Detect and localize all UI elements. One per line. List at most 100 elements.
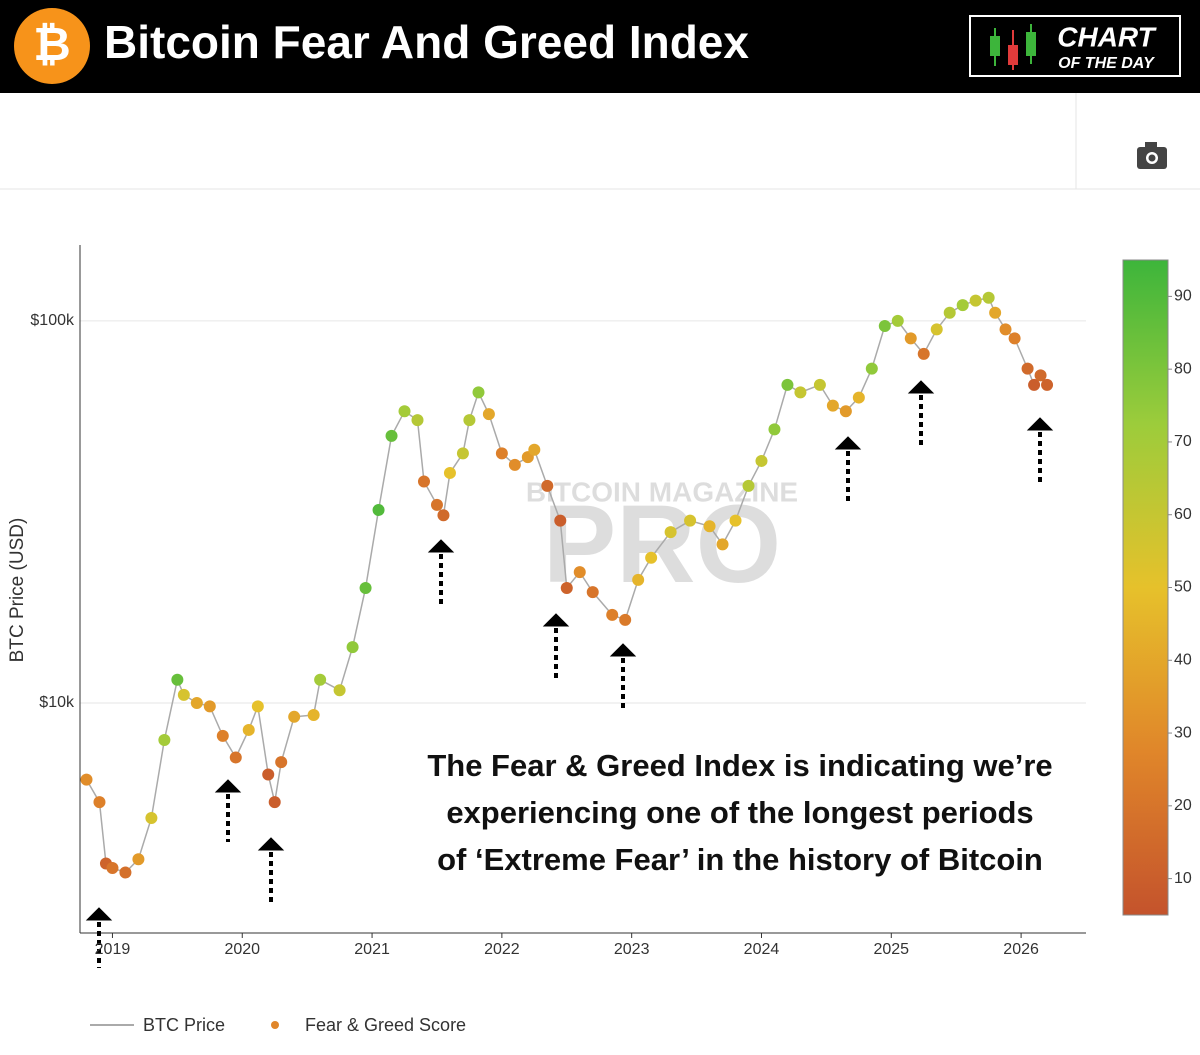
- annotation-line: experiencing one of the longest periods: [446, 795, 1033, 830]
- score-point: [645, 551, 658, 564]
- score-point: [826, 399, 839, 412]
- score-point: [794, 386, 807, 399]
- score-point: [684, 514, 697, 527]
- score-point: [106, 861, 119, 874]
- x-tick-label: 2023: [614, 941, 650, 958]
- score-point: [664, 526, 677, 539]
- x-tick-label: 2019: [95, 941, 131, 958]
- score-point: [852, 391, 865, 404]
- score-point: [119, 866, 132, 879]
- score-point: [891, 314, 904, 327]
- score-point: [632, 573, 645, 586]
- score-point: [417, 475, 430, 488]
- score-point: [813, 378, 826, 391]
- score-point: [904, 332, 917, 345]
- score-point: [768, 423, 781, 436]
- score-point: [619, 613, 632, 626]
- score-point: [268, 796, 281, 809]
- annotation: The Fear & Greed Index is indicating we’…: [427, 748, 1052, 877]
- score-point: [398, 405, 411, 418]
- score-point: [999, 323, 1012, 336]
- score-point: [456, 447, 469, 460]
- score-point: [333, 684, 346, 697]
- score-point: [385, 429, 398, 442]
- colorbar-tick-label: 70: [1174, 433, 1192, 450]
- score-point: [573, 566, 586, 579]
- score-point: [703, 520, 716, 533]
- score-point: [216, 729, 229, 742]
- y-tick-label: $10k: [39, 694, 75, 711]
- watermark-text: BITCOIN MAGAZINE: [526, 476, 798, 507]
- score-point: [472, 386, 485, 399]
- score-point: [288, 710, 301, 723]
- colorbar: [1122, 259, 1169, 916]
- x-tick-label: 2021: [354, 941, 390, 958]
- camera-button[interactable]: [1137, 142, 1167, 169]
- badge-bottom: OF THE DAY: [1058, 55, 1155, 72]
- score-point: [1008, 332, 1021, 345]
- score-point: [1028, 378, 1041, 391]
- x-tick-label: 2026: [1003, 941, 1039, 958]
- score-point: [463, 414, 476, 427]
- score-point: [262, 768, 275, 781]
- score-point: [171, 673, 184, 686]
- score-point: [716, 538, 729, 551]
- score-point: [586, 586, 599, 599]
- legend-label: BTC Price: [143, 1015, 225, 1035]
- x-tick-label: 2024: [744, 941, 780, 958]
- score-point: [482, 408, 495, 421]
- colorbar-tick-label: 60: [1174, 506, 1192, 523]
- score-point: [242, 723, 255, 736]
- score-point: [755, 454, 768, 467]
- score-point: [989, 306, 1002, 319]
- score-point: [839, 405, 852, 418]
- score-point: [969, 294, 982, 307]
- score-point: [372, 503, 385, 516]
- score-point: [495, 447, 508, 460]
- score-point: [190, 696, 203, 709]
- score-point: [982, 291, 995, 304]
- score-point: [93, 796, 106, 809]
- colorbar-tick-label: 20: [1174, 797, 1192, 814]
- score-point: [177, 688, 190, 701]
- x-tick-label: 2025: [873, 941, 909, 958]
- score-point: [781, 378, 794, 391]
- annotation-line: of ‘Extreme Fear’ in the history of Bitc…: [437, 842, 1043, 877]
- score-point: [145, 811, 158, 824]
- colorbar-tick-label: 90: [1174, 288, 1192, 305]
- colorbar-tick-label: 50: [1174, 579, 1192, 596]
- score-point: [606, 608, 619, 621]
- score-point: [359, 581, 372, 594]
- score-point: [930, 323, 943, 336]
- x-tick-label: 2022: [484, 941, 520, 958]
- arrows: [85, 380, 1054, 968]
- score-point: [430, 498, 443, 511]
- score-point: [80, 773, 93, 786]
- score-point: [132, 853, 145, 866]
- score-point: [1034, 369, 1047, 382]
- score-point: [203, 700, 216, 713]
- badge-top: CHART: [1057, 21, 1157, 52]
- score-point: [956, 299, 969, 312]
- score-point: [943, 306, 956, 319]
- score-point: [251, 700, 264, 713]
- score-point: [541, 479, 554, 492]
- score-point: [554, 514, 567, 527]
- score-point: [229, 751, 242, 764]
- score-point: [917, 347, 930, 360]
- y-axis-label: BTC Price (USD): [7, 518, 28, 663]
- logo: [14, 8, 90, 84]
- colorbar-tick-label: 10: [1174, 870, 1192, 887]
- badge: [969, 15, 1181, 77]
- score-point: [878, 319, 891, 332]
- legend-marker: [271, 1021, 279, 1029]
- score-point: [307, 709, 320, 722]
- score-point: [742, 479, 755, 492]
- colorbar-tick-label: 40: [1174, 651, 1192, 668]
- page-title: Bitcoin Fear And Greed Index: [104, 16, 749, 68]
- score-point: [275, 756, 288, 769]
- score-point: [508, 458, 521, 471]
- score-point: [411, 414, 424, 427]
- colorbar-tick-label: 80: [1174, 360, 1192, 377]
